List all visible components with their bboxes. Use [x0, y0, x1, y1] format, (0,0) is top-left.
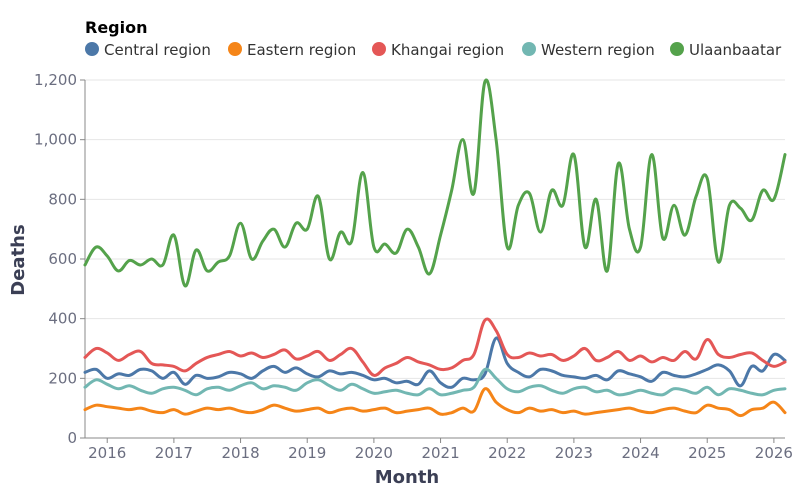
y-tick-label: 600 [48, 250, 77, 268]
legend-label: Eastern region [247, 41, 356, 59]
legend-item-western-region[interactable]: Western region [522, 41, 655, 59]
x-tick-label: 2022 [488, 444, 526, 462]
series-lines [83, 78, 787, 418]
legend-label: Khangai region [391, 41, 504, 59]
legend-swatch [228, 42, 242, 56]
x-tick-label: 2026 [755, 444, 793, 462]
legend-label: Ulaanbaatar [689, 41, 782, 59]
legend-item-ulaanbaatar[interactable]: Ulaanbaatar [670, 41, 782, 59]
legend-swatch [522, 42, 536, 56]
legend-item-central-region[interactable]: Central region [85, 41, 211, 59]
x-tick-label: 2020 [355, 444, 393, 462]
y-axis: 0 200 400 600 800 1,000 1,200 [34, 71, 86, 447]
x-tick-label: 2016 [88, 444, 126, 462]
y-tick-label: 400 [48, 310, 77, 328]
series-line-western-region[interactable] [83, 367, 787, 397]
y-axis-title: Deaths [8, 224, 29, 295]
legend[interactable]: Region Central region Eastern region Khang… [85, 18, 782, 59]
series-line-khangai-region[interactable] [83, 317, 787, 377]
legend-swatch [372, 42, 386, 56]
legend-label: Central region [104, 41, 211, 59]
x-axis-title: Month [375, 467, 440, 488]
series-line-central-region[interactable] [83, 336, 787, 389]
x-axis: 2016 2017 2018 2019 2020 2021 2022 2023 2024 2025… [85, 437, 793, 462]
y-tick-label: 1,200 [34, 71, 77, 89]
x-tick-label: 2019 [288, 444, 326, 462]
legend-label: Western region [541, 41, 655, 59]
y-tick-label: 0 [67, 429, 77, 447]
x-tick-label: 2021 [421, 444, 459, 462]
y-tick-label: 200 [48, 369, 77, 387]
x-tick-label: 2017 [155, 444, 193, 462]
legend-title: Region [85, 18, 148, 37]
series-line-eastern-region[interactable] [83, 387, 787, 418]
series-line-ulaanbaatar[interactable] [83, 78, 787, 288]
legend-swatch [670, 42, 684, 56]
x-tick-label: 2023 [555, 444, 593, 462]
legend-swatch [85, 42, 99, 56]
x-tick-label: 2024 [621, 444, 659, 462]
legend-item-khangai-region[interactable]: Khangai region [372, 41, 504, 59]
x-tick-label: 2025 [688, 444, 726, 462]
y-tick-label: 1,000 [34, 131, 77, 149]
x-tick-label: 2018 [221, 444, 259, 462]
y-tick-label: 800 [48, 190, 77, 208]
legend-item-eastern-region[interactable]: Eastern region [228, 41, 356, 59]
